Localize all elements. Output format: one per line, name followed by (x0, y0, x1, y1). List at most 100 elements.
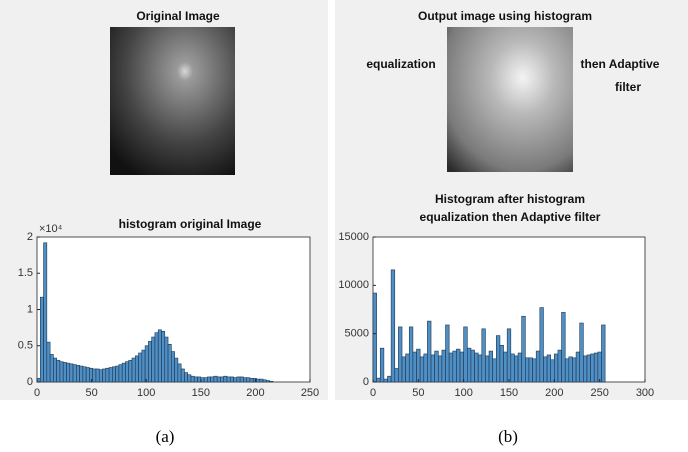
bar (236, 376, 241, 383)
bar (441, 349, 446, 383)
bar (535, 350, 541, 383)
bar (543, 356, 548, 383)
bar (470, 349, 475, 383)
bar (419, 356, 425, 383)
bar (521, 315, 526, 383)
bar (430, 354, 435, 383)
bar (115, 365, 120, 383)
chart-title: histogram original Image (119, 217, 262, 231)
bar (401, 356, 406, 383)
bar (383, 378, 388, 383)
bar (92, 368, 97, 383)
bar (459, 351, 464, 383)
bar (564, 358, 570, 383)
bar (557, 349, 562, 383)
bar (488, 350, 493, 383)
bar (579, 322, 584, 383)
bar (416, 348, 421, 383)
bar (256, 378, 261, 383)
bar (79, 365, 84, 383)
bar (134, 355, 139, 383)
bar (485, 355, 490, 383)
bar (481, 328, 486, 383)
image-title: Output image using histogram (418, 9, 592, 23)
bar (586, 354, 591, 383)
bar (376, 377, 381, 383)
bar (434, 350, 439, 383)
bar (466, 347, 472, 383)
bar (82, 366, 87, 383)
chart-title: Histogram after histogram (435, 192, 585, 206)
bar (593, 352, 599, 383)
bar (89, 367, 93, 383)
bar (528, 357, 533, 383)
bar (43, 242, 48, 383)
bar (151, 336, 156, 383)
original-image (110, 27, 235, 175)
y-tick-label: 5000 (345, 328, 369, 340)
bar (499, 344, 504, 383)
y-tick-label: 0.5 (18, 340, 33, 352)
bar (575, 351, 581, 383)
bar (554, 353, 559, 383)
bar (223, 375, 228, 383)
bar (131, 357, 136, 383)
bar (583, 355, 588, 383)
bar (510, 353, 515, 383)
bar (193, 376, 198, 383)
bar (445, 324, 450, 383)
bar (456, 348, 461, 383)
bar (243, 377, 247, 383)
bar (85, 367, 90, 383)
bar (39, 296, 44, 383)
bar (463, 326, 468, 383)
y-tick-label: 1.5 (18, 267, 33, 279)
bar (517, 352, 522, 383)
bar (249, 378, 254, 383)
bar (233, 377, 238, 383)
x-tick-label: 250 (301, 387, 319, 399)
bar (226, 376, 231, 383)
x-tick-label: 200 (246, 387, 264, 399)
bar (423, 353, 428, 383)
bar (66, 362, 71, 383)
x-tick-label: 50 (412, 387, 424, 399)
side-label: equalization (366, 57, 435, 71)
bar (46, 341, 51, 383)
x-tick-label: 300 (636, 387, 654, 399)
bar (492, 358, 497, 383)
x-tick-label: 200 (545, 387, 563, 399)
bar (398, 326, 403, 383)
bar (62, 362, 67, 383)
bar (216, 376, 221, 383)
x-tick-label: 50 (85, 387, 97, 399)
bar (390, 269, 396, 383)
x-tick-label: 150 (500, 387, 518, 399)
bar (72, 364, 77, 383)
bar (539, 307, 544, 383)
x-tick-label: 0 (370, 387, 376, 399)
bar (167, 343, 172, 383)
bar (372, 292, 377, 383)
bar (102, 368, 107, 383)
bar (108, 367, 113, 383)
bar (203, 377, 208, 383)
bar (448, 352, 454, 383)
bar (98, 369, 103, 383)
bar (157, 329, 162, 383)
bar (125, 361, 130, 383)
y-tick-label: 10000 (338, 279, 369, 291)
bar (532, 358, 537, 383)
bar (56, 359, 61, 383)
bar (161, 330, 166, 383)
bar (210, 376, 215, 383)
bar (246, 377, 251, 383)
image-title: Original Image (136, 9, 220, 23)
bar (252, 378, 257, 383)
bar (180, 368, 185, 383)
bar (405, 353, 410, 383)
bar (503, 351, 508, 383)
bar (171, 351, 175, 383)
bar (53, 357, 57, 383)
